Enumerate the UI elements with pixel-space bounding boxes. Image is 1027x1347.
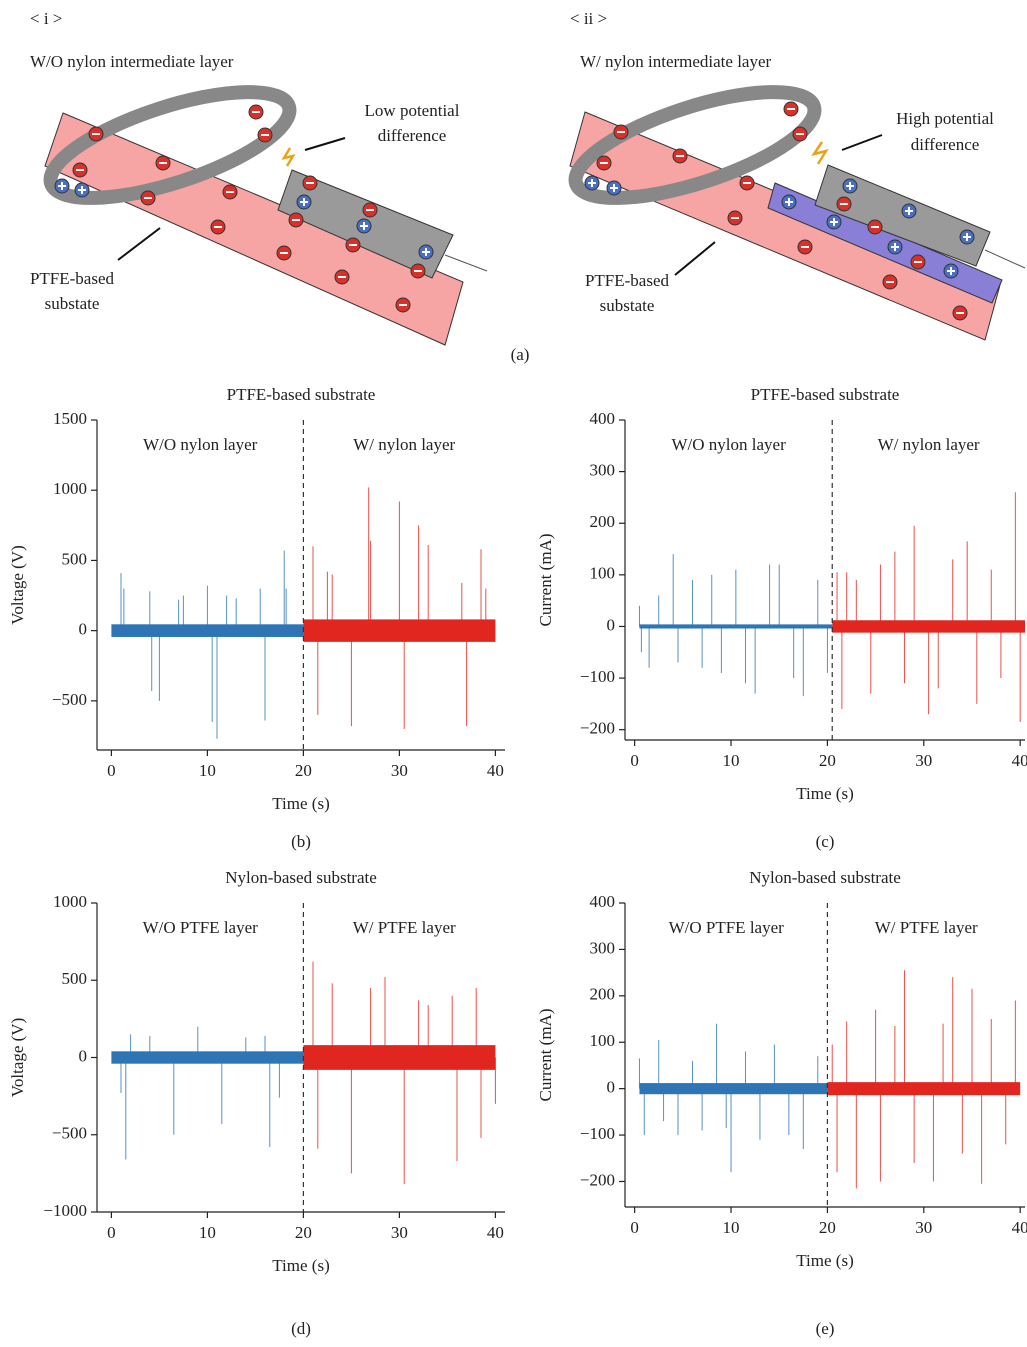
x-tick-label: 30: [915, 751, 932, 770]
spark: [811, 141, 829, 165]
region-label: W/ PTFE layer: [875, 918, 978, 937]
x-tick-label: 10: [723, 751, 740, 770]
y-tick-label: −200: [580, 1170, 615, 1189]
x-axis-label: Time (s): [796, 1251, 853, 1270]
y-tick-label: 0: [79, 1046, 88, 1065]
region-label: W/O PTFE layer: [669, 918, 785, 937]
substrate-label: substate: [600, 296, 655, 315]
panel-label: (d): [291, 1319, 311, 1338]
x-tick-label: 20: [295, 1223, 312, 1242]
y-tick-label: 200: [590, 512, 616, 531]
x-tick-label: 40: [1012, 751, 1027, 770]
y-axis-label: Voltage (V): [8, 1018, 27, 1097]
x-axis-label: Time (s): [272, 794, 329, 813]
panel-label: (e): [816, 1319, 835, 1338]
noise-band: [303, 1045, 496, 1070]
chart-title: PTFE-based substrate: [227, 385, 376, 404]
y-tick-label: 400: [590, 892, 616, 911]
substrate-label: PTFE-based: [585, 271, 670, 290]
x-tick-label: 40: [487, 761, 504, 780]
y-tick-label: −100: [580, 1124, 615, 1143]
y-tick-label: 500: [62, 549, 88, 568]
y-tick-label: 200: [590, 985, 616, 1004]
x-tick-label: 30: [915, 1218, 932, 1237]
x-tick-label: 30: [391, 1223, 408, 1242]
noise-band: [111, 1051, 304, 1064]
arrow: [304, 137, 346, 151]
callout: Low potential: [365, 101, 460, 120]
spark: [281, 147, 296, 167]
region-label: W/ nylon layer: [353, 435, 455, 454]
callout: High potential: [896, 109, 994, 128]
y-tick-label: −500: [52, 1124, 87, 1143]
arrow: [841, 134, 883, 151]
y-axis-label: Current (mA): [536, 1008, 555, 1101]
y-tick-label: 400: [590, 409, 616, 428]
y-tick-label: 100: [590, 1031, 616, 1050]
index: < i >: [30, 9, 62, 28]
x-tick-label: 40: [487, 1223, 504, 1242]
panel-label: (c): [816, 832, 835, 851]
y-tick-label: 1500: [53, 409, 87, 428]
index: < ii >: [570, 9, 607, 28]
y-tick-label: 300: [590, 461, 616, 480]
y-tick-label: 300: [590, 938, 616, 957]
x-tick-label: 10: [199, 1223, 216, 1242]
x-tick-label: 40: [1012, 1218, 1027, 1237]
y-tick-label: −100: [580, 667, 615, 686]
y-tick-label: 1000: [53, 892, 87, 911]
panel-label: (b): [291, 832, 311, 851]
diagram-title: W/O nylon intermediate layer: [30, 52, 234, 71]
x-tick-label: 10: [199, 761, 216, 780]
y-tick-label: 100: [590, 564, 616, 583]
y-axis-label: Current (mA): [536, 533, 555, 626]
arrow: [674, 241, 716, 276]
callout: difference: [911, 135, 980, 154]
x-axis-label: Time (s): [796, 784, 853, 803]
chart-title: Nylon-based substrate: [749, 868, 901, 887]
x-tick-label: 30: [391, 761, 408, 780]
chart-title: PTFE-based substrate: [751, 385, 900, 404]
y-axis-label: Voltage (V): [8, 545, 27, 624]
region-label: W/O nylon layer: [143, 435, 258, 454]
y-tick-label: 0: [607, 1078, 616, 1097]
y-tick-label: −200: [580, 719, 615, 738]
region-label: W/O PTFE layer: [143, 918, 259, 937]
x-tick-label: 0: [630, 751, 639, 770]
region-label: W/O nylon layer: [671, 435, 786, 454]
y-tick-label: 0: [79, 620, 88, 639]
wire: [444, 254, 488, 272]
region-label: W/ PTFE layer: [353, 918, 456, 937]
x-tick-label: 20: [819, 751, 836, 770]
loop: [43, 85, 297, 205]
substrate-label: substate: [45, 294, 100, 313]
diagram-title: W/ nylon intermediate layer: [580, 52, 772, 71]
x-tick-label: 0: [630, 1218, 639, 1237]
loop: [568, 85, 822, 205]
y-tick-label: −1000: [43, 1201, 87, 1220]
chart-title: Nylon-based substrate: [225, 868, 377, 887]
x-tick-label: 10: [723, 1218, 740, 1237]
region-label: W/ nylon layer: [878, 435, 980, 454]
x-tick-label: 20: [295, 761, 312, 780]
electrode: [814, 164, 991, 267]
callout: difference: [378, 126, 447, 145]
arrow: [117, 227, 161, 261]
y-tick-label: −500: [52, 690, 87, 709]
x-tick-label: 0: [107, 761, 116, 780]
x-tick-label: 0: [107, 1223, 116, 1242]
noise-band: [639, 1083, 828, 1095]
y-tick-label: 0: [607, 615, 616, 634]
panel-label: (a): [511, 345, 530, 364]
x-tick-label: 20: [819, 1218, 836, 1237]
wire: [984, 249, 1026, 269]
y-tick-label: 500: [62, 969, 88, 988]
x-axis-label: Time (s): [272, 1256, 329, 1275]
y-tick-label: 1000: [53, 479, 87, 498]
substrate-label: PTFE-based: [30, 269, 115, 288]
